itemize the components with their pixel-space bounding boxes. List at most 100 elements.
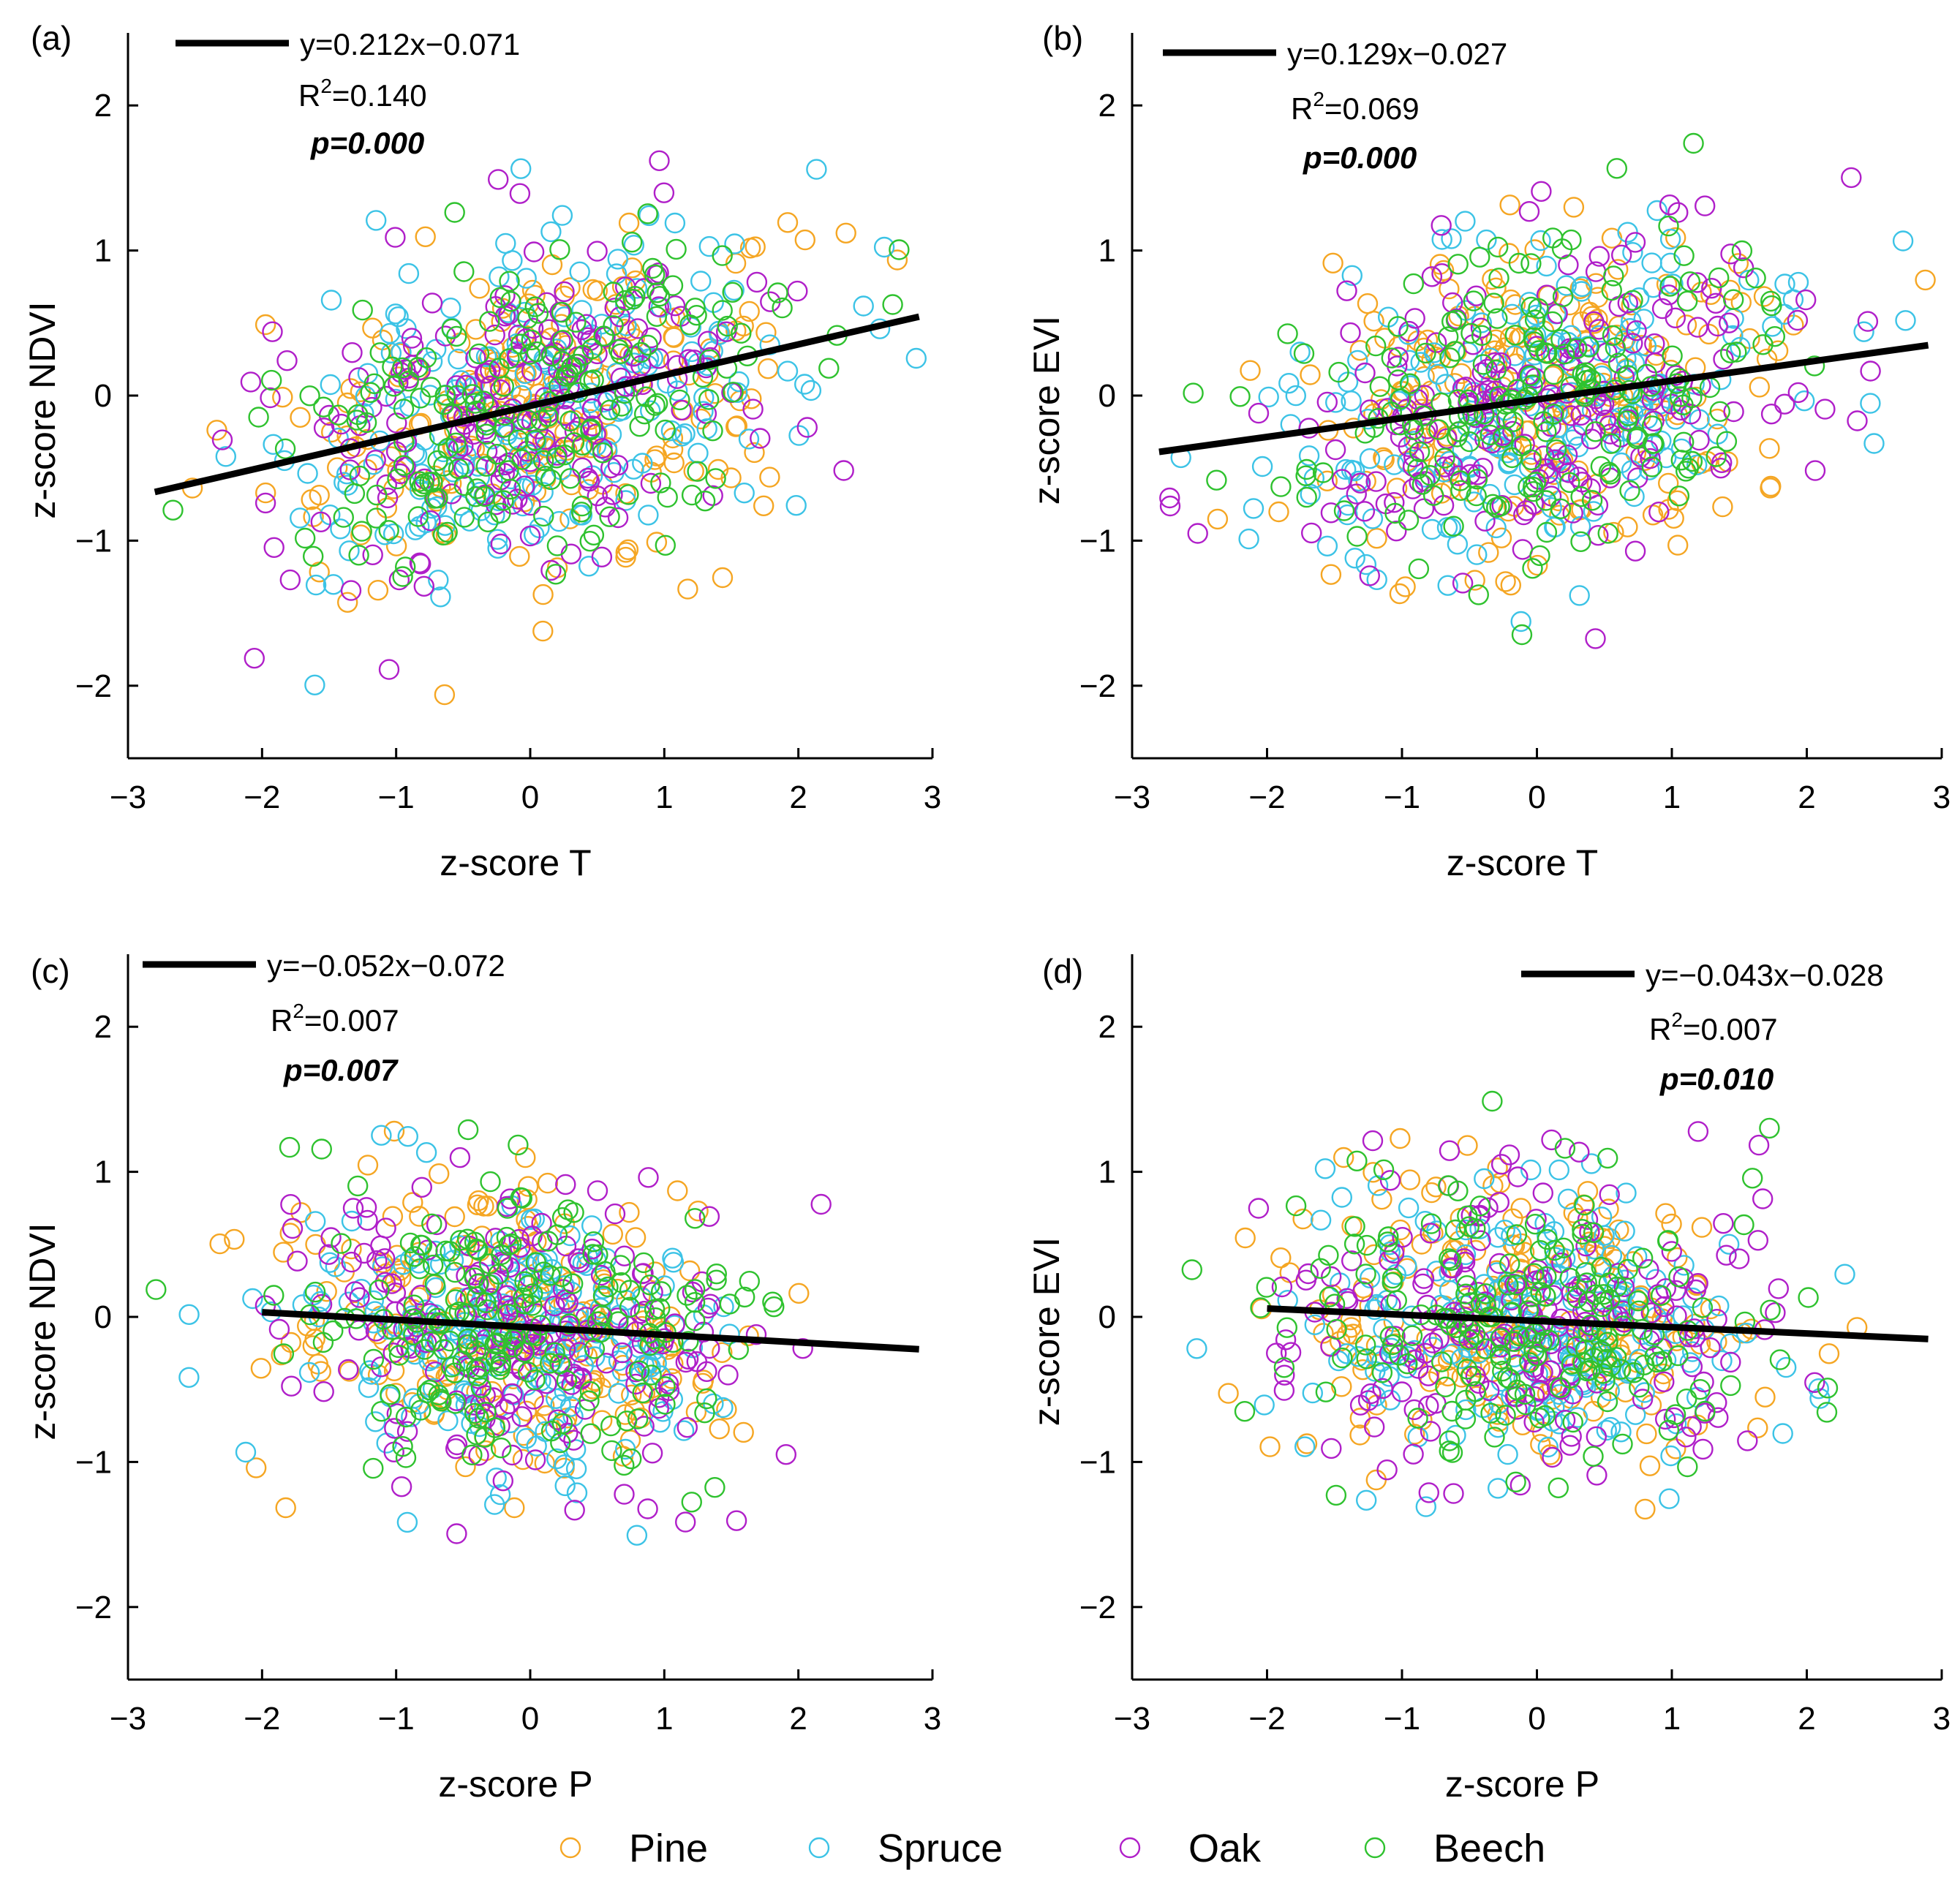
spruce-point xyxy=(1547,401,1568,423)
beech-point xyxy=(363,1348,385,1370)
oak-point xyxy=(604,1203,626,1225)
spruce-point xyxy=(409,515,430,537)
oak-legend-marker xyxy=(1119,1837,1141,1859)
spruce-point xyxy=(551,205,573,226)
oak-point xyxy=(677,1348,699,1370)
pine-point xyxy=(1365,1469,1387,1491)
spruce-point xyxy=(674,423,696,445)
oak-point xyxy=(488,169,509,190)
y-tick-label: 2 xyxy=(1098,1009,1116,1045)
beech-point xyxy=(1551,238,1573,260)
beech-point xyxy=(1689,1378,1711,1400)
beech-point xyxy=(1543,363,1564,385)
beech-point xyxy=(636,386,657,407)
spruce-point xyxy=(516,1427,537,1449)
beech-point xyxy=(1343,1234,1365,1255)
spruce-point xyxy=(728,371,750,393)
oak-point xyxy=(1728,1248,1750,1269)
spruce-point xyxy=(1537,1436,1559,1458)
oak-point xyxy=(1710,458,1732,479)
spruce-point xyxy=(415,1141,437,1163)
beech-point xyxy=(1387,316,1409,337)
spruce-point xyxy=(1331,1187,1353,1208)
beech-point xyxy=(580,419,601,441)
oak-point xyxy=(1529,1379,1551,1401)
oak-point xyxy=(1359,565,1381,586)
beech-point xyxy=(1695,1400,1716,1422)
oak-point xyxy=(385,227,406,248)
spruce-point xyxy=(1398,1197,1420,1219)
beech-point xyxy=(1760,1299,1781,1321)
oak-point xyxy=(1624,540,1646,562)
beech-point xyxy=(351,521,372,542)
beech-point xyxy=(1315,1381,1337,1402)
beech-point xyxy=(1733,1214,1754,1236)
beech-point xyxy=(603,282,624,303)
pine-point xyxy=(1300,364,1321,385)
oak-point xyxy=(413,575,434,597)
oak-point xyxy=(1324,439,1346,461)
beech-point xyxy=(1480,1402,1501,1424)
y-tick-label: 2 xyxy=(94,88,112,124)
r-squared-exponent: 2 xyxy=(293,1000,304,1022)
beech-point xyxy=(510,333,532,355)
spruce-point xyxy=(549,510,570,532)
pine-point xyxy=(471,1225,493,1247)
pine-point xyxy=(1429,254,1451,275)
beech-point xyxy=(499,271,520,292)
beech-point xyxy=(1285,1195,1307,1217)
oak-point xyxy=(1362,1130,1384,1152)
beech-point xyxy=(678,1331,699,1352)
beech-point xyxy=(681,484,703,506)
spruce-point xyxy=(1294,1436,1316,1457)
spruce-point xyxy=(1588,325,1610,346)
beech-point xyxy=(513,1293,535,1315)
oak-point xyxy=(349,1287,370,1308)
oak-point xyxy=(1648,502,1670,523)
pine-point xyxy=(1499,194,1520,216)
spruce-point xyxy=(516,268,537,289)
beech-point xyxy=(1318,1245,1339,1266)
beech-point xyxy=(524,430,546,451)
beech-point xyxy=(1511,624,1533,646)
oak-point xyxy=(1488,1192,1510,1213)
beech-point xyxy=(610,343,631,364)
spruce-point xyxy=(532,1252,553,1274)
pine-point xyxy=(518,1176,539,1197)
spruce-point xyxy=(1834,1264,1855,1285)
beech-point xyxy=(551,1266,573,1288)
beech-point xyxy=(1817,1378,1839,1399)
beech-point xyxy=(393,455,415,476)
pine-point xyxy=(301,489,322,510)
beech-point xyxy=(445,1289,467,1310)
spruce-point xyxy=(430,586,451,608)
beech-point xyxy=(1535,490,1557,511)
spruce-point xyxy=(1426,1261,1447,1282)
spruce-point xyxy=(404,519,426,540)
spruce-point xyxy=(794,374,815,395)
beech-point xyxy=(1535,342,1556,363)
spruce-point xyxy=(1654,1312,1676,1334)
beech-point xyxy=(1447,254,1469,275)
oak-point xyxy=(787,280,808,302)
pine-point xyxy=(255,314,276,336)
oak-point xyxy=(1748,1134,1770,1156)
oak-point xyxy=(638,1167,659,1188)
beech-point xyxy=(1520,449,1542,471)
oak-point xyxy=(1720,243,1741,265)
beech-point xyxy=(521,1295,543,1316)
r-squared-symbol: R xyxy=(1649,1012,1671,1046)
spruce-point xyxy=(1186,1338,1207,1359)
spruce-point xyxy=(1622,242,1643,263)
x-tick-label: −2 xyxy=(244,1701,280,1737)
oak-point xyxy=(484,324,505,346)
beech-point xyxy=(407,357,429,378)
spruce-point xyxy=(607,249,628,270)
beech-point xyxy=(1319,1286,1341,1307)
pine-point xyxy=(1549,505,1570,526)
beech-legend-label: Beech xyxy=(1433,1827,1545,1870)
pine-point xyxy=(280,1332,301,1353)
oak-point xyxy=(1387,347,1409,368)
oak-legend-label: Oak xyxy=(1188,1827,1262,1870)
oak-point xyxy=(564,1500,585,1521)
